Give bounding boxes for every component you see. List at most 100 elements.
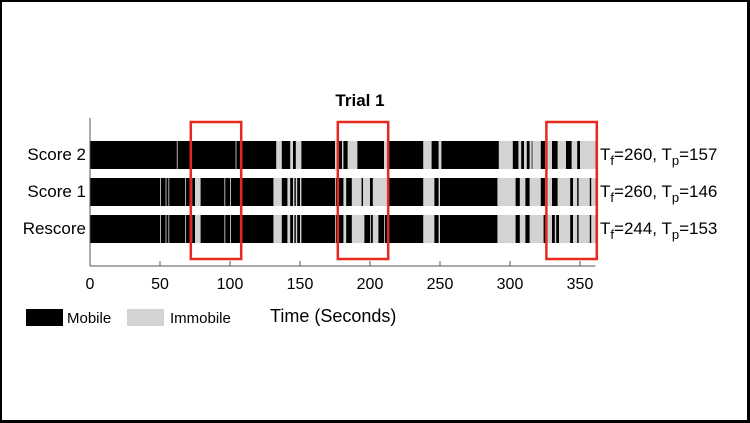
- tp-value: =157: [679, 145, 718, 164]
- immobile-segment: [438, 178, 440, 206]
- highlight-box: [545, 120, 599, 261]
- tp-value: =153: [679, 219, 718, 238]
- immobile-segment: [335, 215, 336, 243]
- immobile-segment: [165, 215, 167, 243]
- tf-value: =244,: [614, 219, 662, 238]
- immobile-segment: [195, 215, 201, 243]
- immobile-segment: [524, 141, 527, 169]
- immobile-segment: [557, 141, 566, 169]
- immobile-segment: [185, 178, 187, 206]
- immobile-segment: [372, 178, 389, 206]
- tf-value: =260,: [614, 145, 662, 164]
- tp-sub: p: [671, 190, 680, 205]
- x-tick-label: 300: [496, 276, 524, 293]
- immobile-segment: [168, 178, 170, 206]
- immobile-segment: [195, 178, 201, 206]
- immobile-segment: [300, 178, 302, 206]
- immobile-segment: [273, 178, 282, 206]
- immobile-segment: [347, 141, 358, 169]
- immobile-segment: [497, 178, 516, 206]
- immobile-segment: [384, 141, 389, 169]
- immobile-segment: [343, 178, 347, 206]
- row-label-score-2: Score 2: [27, 145, 86, 164]
- legend-immobile-label: Immobile: [170, 310, 231, 327]
- row-label-score-1: Score 1: [27, 182, 86, 201]
- tf-sub: f: [610, 153, 615, 168]
- immobile-segment: [176, 141, 178, 169]
- immobile-segment: [578, 178, 590, 206]
- immobile-segment: [438, 215, 440, 243]
- immobile-segment: [372, 215, 379, 243]
- tf-value: =260,: [614, 182, 662, 201]
- x-tick-label: 100: [216, 276, 244, 293]
- tf-label: T: [600, 219, 611, 238]
- tf-sub: f: [610, 190, 615, 205]
- immobile-segment: [295, 141, 302, 169]
- immobile-segment: [554, 215, 557, 243]
- immobile-segment: [295, 215, 298, 243]
- immobile-segment: [519, 178, 526, 206]
- tf-sub: f: [610, 227, 615, 242]
- immobile-segment: [519, 215, 526, 243]
- immobile-segment: [545, 178, 552, 206]
- immobile-segment: [423, 215, 435, 243]
- immobile-segment: [571, 141, 578, 169]
- legend-immobile-swatch: [127, 309, 164, 326]
- chart-title: Trial 1: [335, 91, 385, 110]
- immobile-segment: [293, 215, 295, 243]
- immobile-segment: [287, 178, 291, 206]
- legend-mobile-swatch: [26, 309, 63, 326]
- x-tick-label: 200: [356, 276, 384, 293]
- immobile-segment: [342, 141, 344, 169]
- immobile-segment: [335, 178, 336, 206]
- row-stats-rescore: Tf=244, Tp=153: [600, 219, 717, 242]
- x-tick-label: 50: [151, 276, 169, 293]
- immobile-segment: [230, 178, 231, 206]
- immobile-segment: [591, 215, 596, 243]
- immobile-segment: [295, 178, 298, 206]
- immobile-segment: [529, 215, 544, 243]
- highlight-box: [336, 120, 390, 261]
- immobile-segment: [363, 178, 370, 206]
- immobile-segment: [529, 178, 541, 206]
- immobile-segment: [287, 215, 291, 243]
- immobile-segment: [545, 141, 552, 169]
- immobile-segment: [276, 141, 282, 169]
- immobile-segment: [518, 141, 522, 169]
- immobile-segment: [423, 178, 435, 206]
- tp-sub: p: [671, 153, 680, 168]
- immobile-segment: [546, 215, 552, 243]
- immobile-segment: [160, 215, 161, 243]
- immobile-segment: [423, 141, 432, 169]
- immobile-segment: [578, 215, 590, 243]
- immobile-segment: [351, 215, 365, 243]
- immobile-segment: [384, 215, 385, 243]
- immobile-segment: [290, 141, 293, 169]
- highlight-box: [189, 120, 243, 261]
- immobile-segment: [559, 215, 571, 243]
- immobile-segment: [235, 141, 237, 169]
- tp-sub: p: [671, 227, 680, 242]
- tp-label: T: [661, 182, 672, 201]
- immobile-segment: [573, 178, 578, 206]
- immobile-segment: [273, 215, 282, 243]
- immobile-segment: [343, 215, 347, 243]
- immobile-segment: [168, 215, 170, 243]
- immobile-segment: [230, 215, 231, 243]
- row-label-rescore: Rescore: [22, 219, 86, 238]
- immobile-segment: [529, 141, 532, 169]
- immobile-segment: [498, 141, 513, 169]
- x-tick-label: 0: [85, 276, 95, 293]
- row-stats-score-1: Tf=260, Tp=146: [600, 182, 717, 205]
- immobile-segment: [591, 178, 596, 206]
- immobile-segment: [160, 178, 161, 206]
- immobile-segment: [438, 141, 442, 169]
- immobile-segment: [185, 215, 187, 243]
- x-tick-label: 250: [426, 276, 454, 293]
- immobile-segment: [497, 215, 516, 243]
- immobile-segment: [165, 178, 167, 206]
- immobile-segment: [224, 215, 226, 243]
- immobile-segment: [335, 141, 338, 169]
